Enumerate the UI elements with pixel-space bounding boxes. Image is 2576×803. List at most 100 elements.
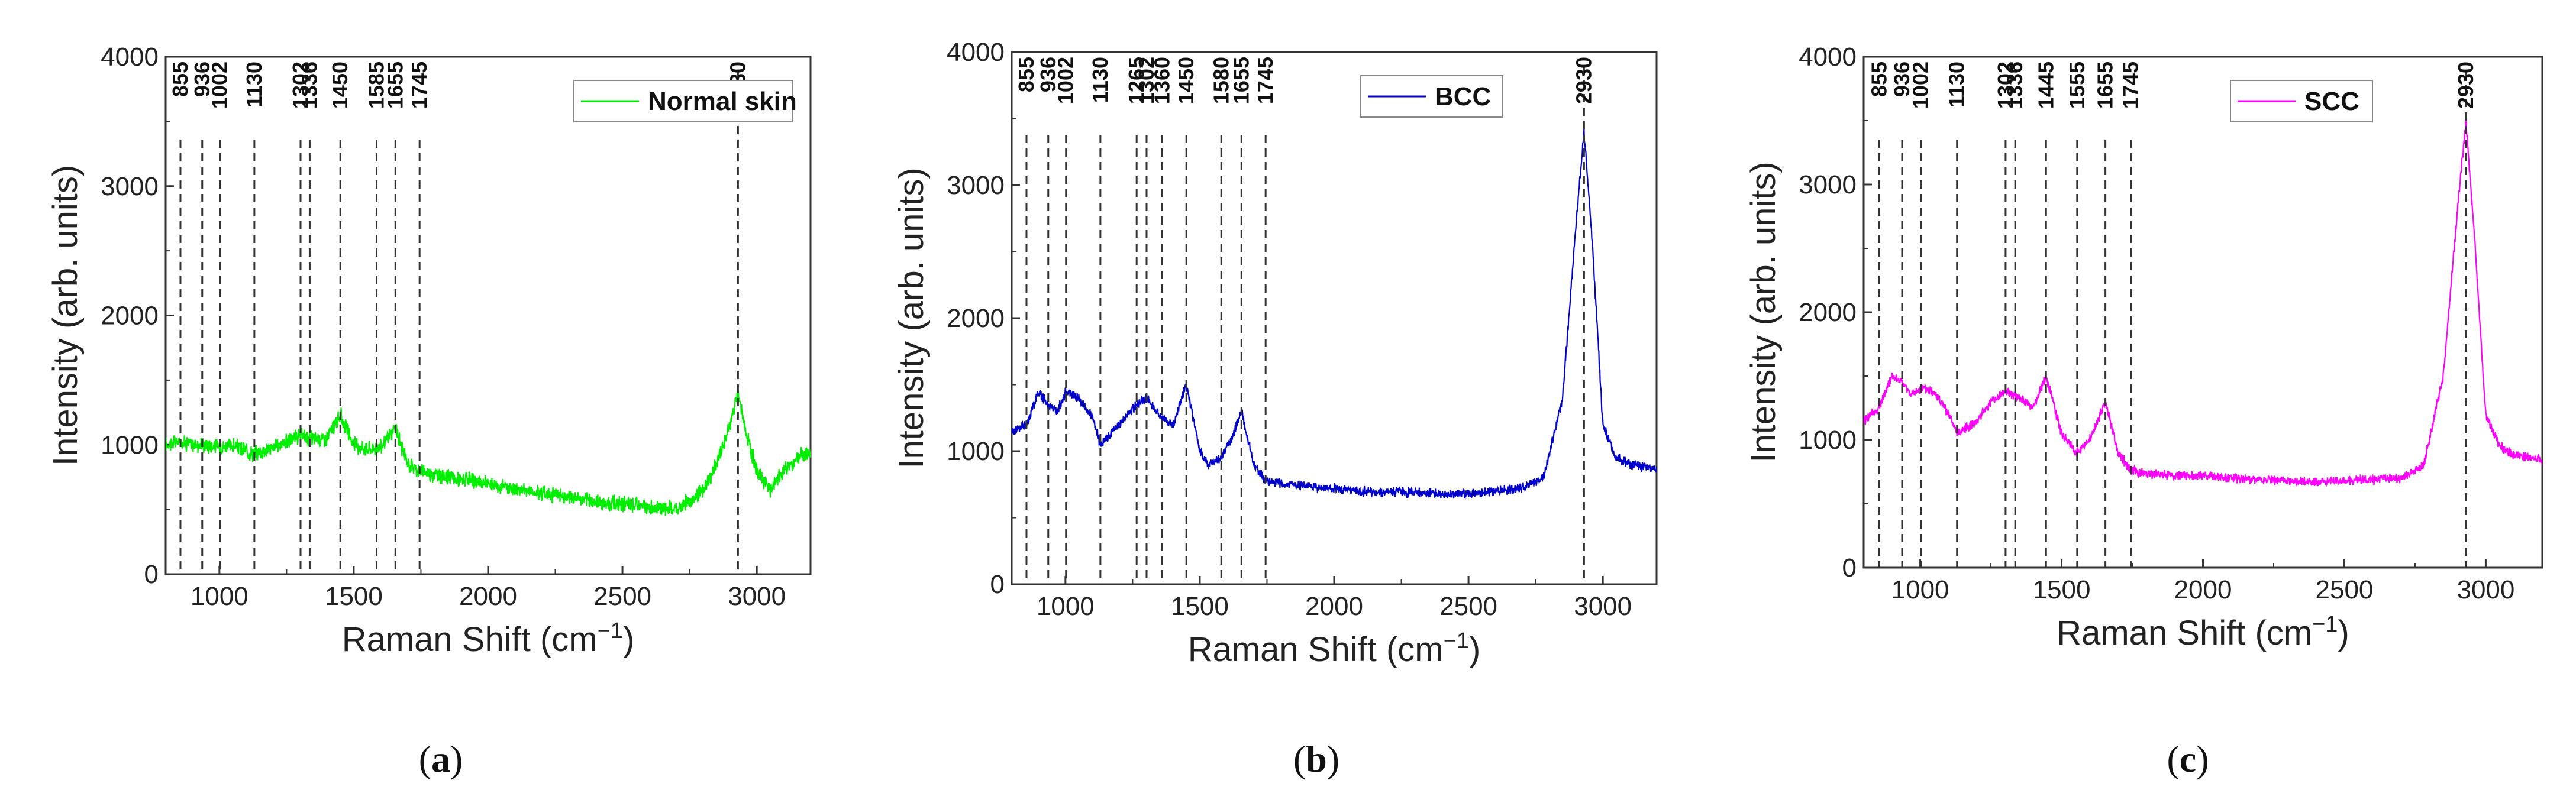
panel-caption-open: (: [1293, 738, 1306, 780]
peak-label: 936: [1036, 57, 1060, 92]
panel-caption-letter: a: [431, 738, 450, 780]
y-tick-label: 0: [1842, 553, 1857, 582]
y-tick-label: 4000: [947, 38, 1005, 67]
y-axis-title: Intensity (arb. units): [46, 165, 85, 466]
peak-label: 1655: [383, 61, 407, 109]
peak-label: 855: [1867, 61, 1891, 97]
x-tick-label: 1500: [2033, 575, 2091, 604]
x-axis-title-main: Raman Shift (cm: [1188, 630, 1444, 669]
peak-label: 1585: [364, 61, 389, 109]
x-tick-label: 3000: [2456, 575, 2514, 604]
y-tick-label: 2000: [101, 302, 159, 331]
peak-label: 1450: [1174, 57, 1198, 104]
panel-caption: (b): [1293, 738, 1339, 780]
plot-frame: [1862, 56, 2543, 569]
peak-label: 1745: [1253, 57, 1277, 104]
panel-caption-close: ): [2196, 738, 2209, 780]
peak-label: 1002: [1909, 61, 1933, 109]
panel-caption-open: (: [2167, 738, 2179, 780]
x-tick-label: 2000: [1305, 592, 1363, 621]
y-tick-label: 4000: [101, 43, 159, 72]
x-tick-label: 2000: [2174, 575, 2232, 604]
x-axis-title: Raman Shift (cm−1): [2057, 612, 2349, 652]
x-tick-label: 3000: [728, 582, 786, 611]
legend-box: [1360, 75, 1503, 118]
y-tick-label: 1000: [947, 437, 1005, 466]
x-tick-label: 1000: [191, 582, 248, 611]
panel-caption-open: (: [419, 738, 431, 780]
series-line-bcc: [1012, 128, 1657, 500]
panel-caption-close: ): [450, 738, 463, 780]
y-tick-label: 3000: [1799, 170, 1857, 199]
y-tick-label: 0: [990, 570, 1005, 599]
x-axis-title-superscript: −1: [598, 619, 623, 643]
chart-panel-c: 0 1000 2000 3000 4000 1000 1500 2000 2500 3000 Ram…: [1744, 43, 2543, 780]
y-tick-label: 4000: [1799, 43, 1857, 72]
peak-label: 1445: [2033, 61, 2058, 109]
peak-label: 936: [190, 61, 214, 97]
panel-caption: (a): [419, 738, 463, 780]
y-tick-label: 1000: [101, 430, 159, 459]
series-line-scc: [1864, 119, 2542, 488]
panel-caption: (c): [2167, 738, 2209, 780]
peak-label: 1555: [2065, 61, 2089, 109]
peak-label: 1002: [1054, 57, 1078, 104]
x-axis-title-main: Raman Shift (cm: [2057, 614, 2312, 652]
x-axis-title-close: ): [623, 620, 634, 659]
panel-caption-letter: b: [1306, 738, 1327, 780]
x-axis-title-close: ): [2338, 614, 2349, 652]
peak-label: 1580: [1209, 57, 1233, 104]
x-axis-title-superscript: −1: [1444, 629, 1469, 653]
x-tick-label: 1000: [1891, 575, 1949, 604]
chart-panel-b: 0 1000 2000 3000 4000 1000 1500 2000 2500 3000 Ram…: [892, 38, 1658, 780]
peak-label: 1130: [242, 61, 266, 108]
series-line-normal-skin: [166, 390, 811, 516]
peak-label: 1130: [1945, 61, 1969, 108]
y-tick-label: 1000: [1799, 426, 1857, 455]
x-axis-title: Raman Shift (cm−1): [342, 619, 635, 659]
peak-label: 1655: [1229, 57, 1253, 104]
legend-label: BCC: [1435, 82, 1491, 111]
peak-label: 1745: [407, 61, 431, 109]
x-axis-title-superscript: −1: [2312, 612, 2338, 637]
legend-label: SCC: [2304, 87, 2359, 116]
y-tick-label: 2000: [1799, 298, 1857, 327]
y-tick-label: 2000: [947, 304, 1005, 333]
peak-label: 2930: [1571, 57, 1596, 104]
peak-label: 855: [168, 61, 192, 97]
x-tick-label: 1000: [1037, 592, 1095, 621]
x-tick-label: 1500: [1171, 592, 1229, 621]
y-tick-label: 3000: [947, 171, 1005, 200]
x-tick-label: 2500: [593, 582, 651, 611]
peak-label: 1302: [1134, 57, 1158, 104]
x-axis-title-main: Raman Shift (cm: [342, 620, 598, 659]
peak-label: 855: [1014, 57, 1038, 92]
peak-label: 936: [1890, 61, 1914, 97]
peak-label: 1265: [1124, 57, 1148, 104]
peak-label: 2930: [2454, 61, 2478, 109]
chart-panel-a: 0 1000 2000 3000 4000 1000 1500 2000 2500 3000 Ram…: [46, 43, 812, 780]
x-tick-label: 2500: [1439, 592, 1497, 621]
peak-label: 1745: [2119, 61, 2143, 109]
legend-label: Normal skin: [648, 87, 797, 116]
x-tick-label: 1500: [325, 582, 383, 611]
x-tick-label: 2000: [459, 582, 517, 611]
peak-label: 1450: [328, 61, 352, 109]
peak-label: 1302: [1993, 61, 2017, 109]
x-axis-title-close: ): [1469, 630, 1480, 669]
peak-label: 1336: [297, 61, 321, 109]
peak-label: 1130: [1088, 57, 1112, 103]
x-axis-title: Raman Shift (cm−1): [1188, 629, 1481, 669]
peak-label: 1302: [288, 61, 312, 109]
x-tick-label: 2500: [2316, 575, 2374, 604]
y-axis-title: Intensity (arb. units): [892, 167, 931, 468]
y-tick-label: 0: [144, 560, 159, 589]
panel-caption-letter: c: [2180, 738, 2196, 780]
x-tick-label: 3000: [1574, 592, 1632, 621]
peak-label: 1360: [1150, 57, 1174, 104]
peak-label: 1336: [2003, 61, 2027, 109]
y-axis-title: Intensity (arb. units): [1744, 161, 1783, 462]
panel-caption-close: ): [1327, 738, 1339, 780]
peak-label: 1002: [208, 61, 232, 109]
